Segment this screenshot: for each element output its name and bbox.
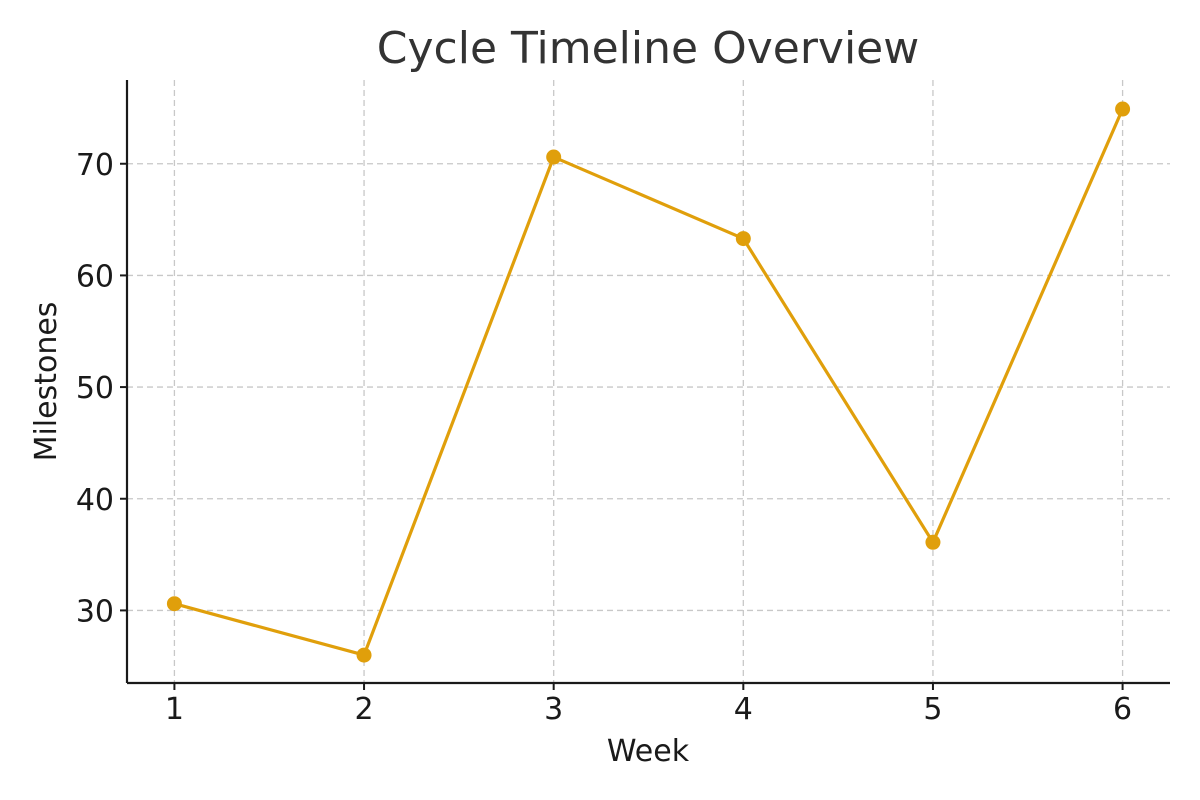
series-line: [172, 107, 1125, 657]
chart-title: Cycle Timeline Overview: [377, 23, 919, 74]
y-tick-label: 60: [76, 259, 114, 294]
data-point: [925, 534, 941, 550]
x-tick-label: 3: [544, 692, 563, 727]
y-tick-label: 70: [76, 148, 114, 183]
series: [166, 101, 1131, 663]
data-point: [166, 596, 182, 612]
y-tick-label: 50: [76, 371, 114, 406]
y-tick-label: 30: [76, 594, 114, 629]
x-tick-label: 4: [734, 692, 753, 727]
grid: [127, 80, 1170, 683]
data-point: [356, 647, 372, 663]
x-tick-label: 2: [354, 692, 373, 727]
y-tick-label: 40: [76, 483, 114, 518]
y-axis-label: Milestones: [29, 302, 64, 462]
x-tick-label: 6: [1113, 692, 1132, 727]
axes: [125, 80, 1170, 685]
data-point: [1115, 101, 1131, 117]
data-point: [546, 149, 562, 165]
x-axis-label: Week: [607, 734, 690, 769]
x-tick-label: 5: [923, 692, 942, 727]
data-point: [735, 231, 751, 247]
x-tick-label: 1: [165, 692, 184, 727]
ticks: 1 2 3 4 5 6 30 40 50 60 70: [76, 148, 1132, 727]
